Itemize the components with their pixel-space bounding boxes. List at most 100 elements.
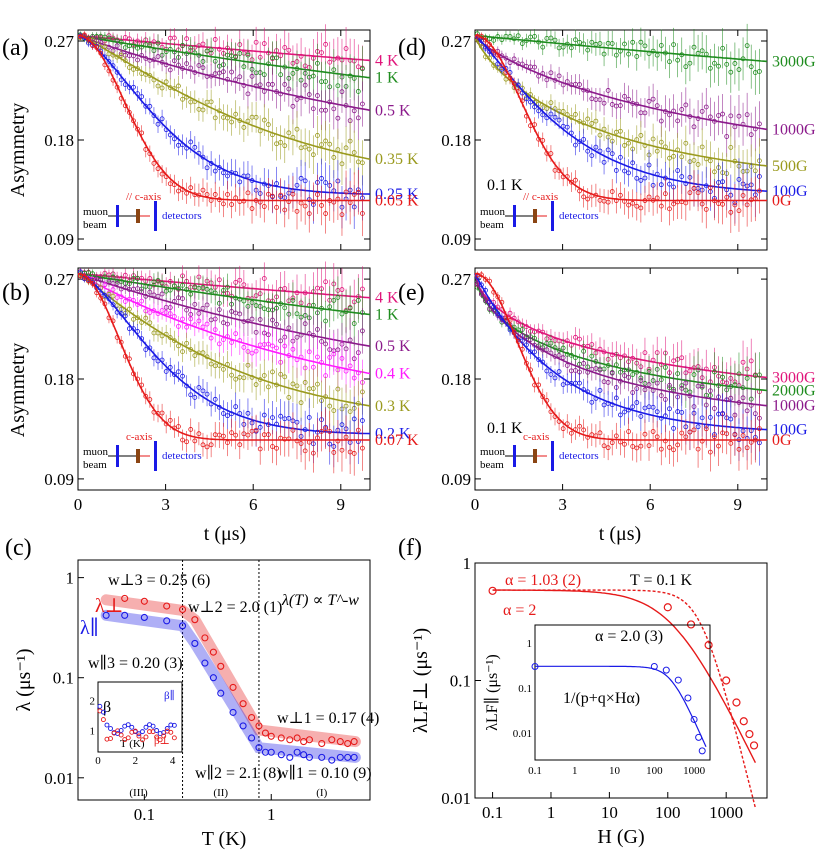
series-label: 100G (772, 422, 808, 439)
detectors-label: detectors (162, 210, 202, 222)
data-point (135, 315, 140, 321)
detector-plate (551, 441, 554, 471)
data-point (323, 107, 329, 113)
data-point (298, 175, 304, 181)
inset-point (161, 733, 167, 739)
c-axis-label: c-axis (523, 431, 549, 443)
data-point (658, 393, 664, 398)
data-point (209, 674, 217, 682)
data-point (339, 356, 345, 361)
data-point (191, 616, 199, 624)
x-tick-label: 100 (655, 803, 681, 822)
data-point (712, 60, 717, 66)
data-point (642, 110, 648, 116)
data-point (225, 413, 230, 419)
data-point (282, 343, 288, 349)
data-point (180, 96, 185, 102)
panel-label-e: (e) (398, 280, 425, 306)
y-tick-label: 0.09 (441, 230, 471, 249)
data-point (140, 597, 148, 605)
temperature-label: 0.1 K (487, 420, 523, 437)
data-point (695, 162, 701, 167)
inset-x-tick-label: 100 (646, 765, 663, 777)
data-point (118, 53, 124, 58)
data-point (233, 111, 239, 117)
fit-line (474, 272, 767, 441)
data-point (298, 400, 304, 406)
data-point (318, 739, 326, 748)
data-point (732, 202, 738, 208)
plot-frame (474, 29, 768, 251)
data-point (716, 113, 721, 118)
data-point (319, 203, 324, 208)
panel-label-c: (c) (5, 535, 32, 561)
data-point (249, 206, 255, 211)
data-point (315, 133, 320, 138)
data-point (720, 374, 726, 380)
data-point (662, 438, 668, 444)
data-point (221, 288, 226, 293)
data-point (691, 157, 697, 163)
data-point (328, 756, 336, 764)
label-wpar2: w∥2 = 2.1 (8) (195, 764, 282, 782)
data-point (192, 438, 198, 444)
data-point (229, 309, 234, 314)
x-tick-label: 1 (547, 803, 556, 822)
y-tick-label: 1 (66, 569, 75, 588)
data-point (221, 366, 226, 372)
data-point (728, 113, 734, 119)
data-point (180, 282, 185, 288)
data-point (679, 355, 685, 361)
data-point (204, 321, 210, 327)
data-point (630, 200, 636, 206)
data-point (267, 748, 275, 756)
data-point (638, 413, 644, 419)
data-point (568, 45, 574, 51)
data-point (212, 192, 218, 197)
data-point (712, 369, 717, 375)
data-point (695, 190, 701, 196)
data-point (662, 364, 668, 370)
data-point (564, 363, 570, 368)
data-point (658, 182, 664, 188)
data-point (159, 308, 165, 313)
data-point (239, 700, 247, 708)
data-point (290, 381, 296, 387)
data-point (339, 422, 345, 428)
data-point (609, 151, 615, 157)
data-point (745, 729, 754, 739)
data-point (229, 372, 234, 378)
series-label: 0.35 K (375, 151, 419, 168)
data-point (331, 155, 337, 160)
region-label: (I) (316, 787, 327, 799)
data-point (740, 359, 746, 365)
data-point (159, 85, 165, 91)
data-point (744, 43, 750, 49)
data-point (122, 313, 128, 319)
data-point (323, 279, 329, 285)
data-point (679, 174, 685, 179)
panel-label-f: (f) (398, 535, 422, 561)
data-point (204, 48, 210, 54)
data-point (736, 113, 742, 119)
data-point (691, 372, 697, 377)
data-point (90, 281, 95, 286)
data-point (671, 153, 676, 159)
data-point (699, 144, 705, 150)
data-point (630, 160, 636, 166)
data-point (577, 380, 582, 386)
data-point (618, 103, 623, 108)
data-point (286, 736, 294, 744)
data-point (196, 63, 202, 68)
data-point (315, 327, 320, 332)
inset-point (100, 717, 106, 723)
data-point (245, 432, 251, 438)
data-point (667, 206, 672, 212)
plot-frame (77, 267, 371, 491)
data-point (229, 202, 234, 207)
data-point (757, 426, 762, 432)
data-point (560, 426, 566, 432)
beam-label: beam (480, 219, 504, 231)
data-point (239, 722, 247, 730)
